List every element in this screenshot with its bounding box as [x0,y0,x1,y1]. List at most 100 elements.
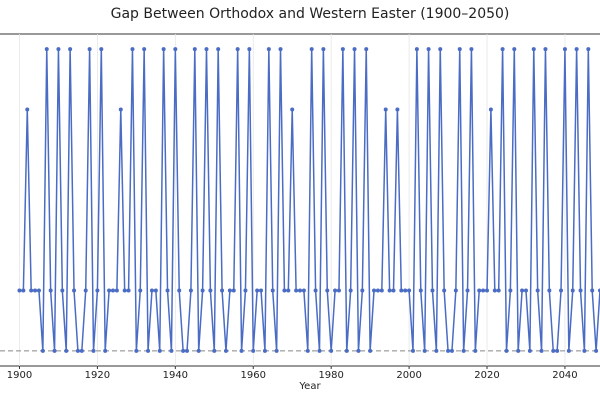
data-point [157,348,162,353]
data-point [72,288,77,293]
x-tick-label: 2020 [474,370,499,381]
data-point [188,288,193,293]
data-point [255,288,260,293]
data-point [578,288,583,293]
data-point [559,288,564,293]
data-point [270,288,275,293]
data-point [227,288,232,293]
data-point [161,47,166,52]
data-point [29,288,34,293]
data-point [426,47,431,52]
data-point [60,288,65,293]
data-point [122,288,127,293]
data-point [142,47,147,52]
data-point [278,47,283,52]
data-point [352,47,357,52]
data-point [504,348,509,353]
data-point [449,348,454,353]
data-point [590,288,595,293]
data-point [169,348,174,353]
data-point [56,47,61,52]
data-point [309,47,314,52]
data-point [520,288,525,293]
data-point [539,348,544,353]
data-point [477,288,482,293]
data-point [64,348,69,353]
data-point [516,348,521,353]
data-point [473,348,478,353]
data-point [333,288,338,293]
data-point [216,47,221,52]
data-point [48,288,53,293]
data-point [305,348,310,353]
x-tick-label: 1940 [163,370,188,381]
data-point [44,47,49,52]
data-point [200,288,205,293]
data-point [17,288,22,293]
data-point [262,348,267,353]
data-point [508,288,513,293]
data-point [286,288,291,293]
data-point [418,288,423,293]
data-point [555,348,560,353]
data-point [348,288,353,293]
data-point [438,47,443,52]
data-point [368,348,373,353]
data-point [356,348,361,353]
data-point [33,288,38,293]
data-point [196,348,201,353]
data-point [126,288,131,293]
data-point [329,348,334,353]
data-point [469,47,474,52]
data-point [387,288,392,293]
data-point [360,288,365,293]
data-point [177,288,182,293]
data-point [212,348,217,353]
data-point [364,47,369,52]
data-point [442,288,447,293]
data-point [391,288,396,293]
data-point [282,288,287,293]
data-point [340,47,345,52]
data-point [317,348,322,353]
data-point [79,348,84,353]
data-point [138,288,143,293]
data-point [414,47,419,52]
data-point [594,348,599,353]
data-point [574,47,579,52]
data-point [543,47,548,52]
data-point [25,107,30,112]
data-point [118,107,123,112]
data-point [582,348,587,353]
data-point [181,348,186,353]
data-point [566,348,571,353]
data-point [95,288,100,293]
data-point [570,288,575,293]
data-point [496,288,501,293]
data-point [185,348,190,353]
data-point [523,288,528,293]
data-point [422,348,427,353]
data-point [531,47,536,52]
data-point [492,288,497,293]
data-point [527,348,532,353]
data-point [372,288,377,293]
data-point [446,348,451,353]
data-point [457,47,462,52]
data-point [83,288,88,293]
x-axis-label: Year [298,381,321,392]
data-point [344,348,349,353]
data-point [36,288,41,293]
data-point [535,288,540,293]
data-point [165,288,170,293]
data-line [19,49,600,352]
data-point [336,288,341,293]
data-point [87,47,92,52]
x-tick-label: 1960 [241,370,266,381]
data-point [173,47,178,52]
data-point [266,47,271,52]
data-point [403,288,408,293]
data-point [110,288,115,293]
plot-area [0,34,600,366]
data-point [551,348,556,353]
